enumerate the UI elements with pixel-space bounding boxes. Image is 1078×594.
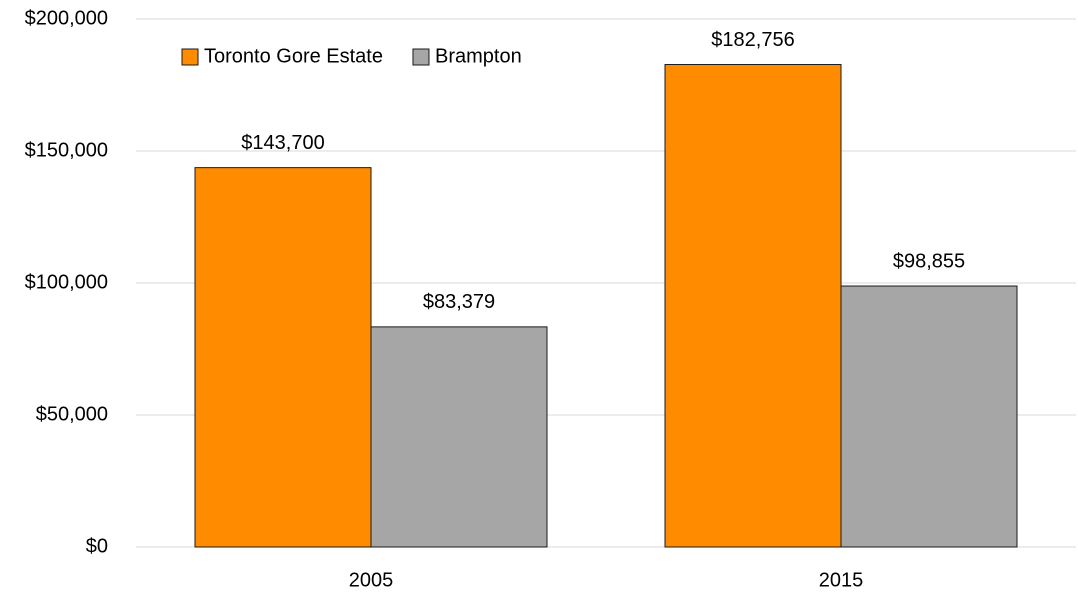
bar [370,326,548,548]
data-label: $83,379 [423,291,495,313]
y-tick-label: $100,000 [25,271,108,293]
x-tick-label: 2015 [819,569,864,591]
bar [194,167,372,548]
legend-swatch [412,48,430,66]
bar [664,64,842,548]
bar [840,285,1018,548]
legend-swatch [181,48,199,66]
data-label: $98,855 [893,250,965,272]
y-tick-label: $150,000 [25,139,108,161]
y-tick-label: $0 [86,535,108,557]
data-label: $143,700 [241,132,324,154]
legend-label: Brampton [435,45,522,67]
y-tick-label: $50,000 [36,403,108,425]
legend-label: Toronto Gore Estate [204,45,383,67]
x-tick-label: 2005 [349,569,394,591]
data-label: $182,756 [711,29,794,51]
y-tick-label: $200,000 [25,7,108,29]
